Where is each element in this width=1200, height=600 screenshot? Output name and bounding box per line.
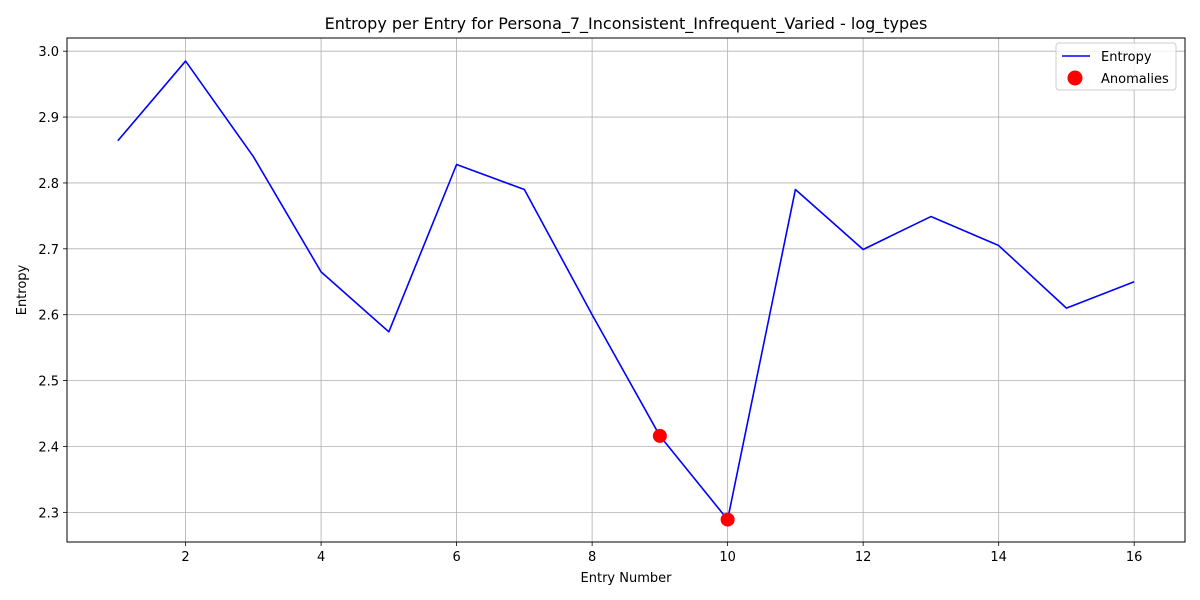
axis-ticks: 2 4 6 8 10 12 14 16 2.3 2.4 2.5 2.6 2.7 2.8 2.9 3.0 <box>38 45 1142 565</box>
y-tick-label: 3.0 <box>38 45 59 60</box>
x-tick-label: 14 <box>990 550 1007 565</box>
legend-marker-swatch <box>1067 70 1083 86</box>
legend-label-anomalies: Anomalies <box>1101 72 1169 87</box>
x-tick-label: 10 <box>719 550 736 565</box>
anomaly-point <box>720 512 735 527</box>
x-tick-label: 16 <box>1126 550 1143 565</box>
entropy-series-line <box>117 60 1135 521</box>
x-tick-label: 4 <box>317 550 325 565</box>
y-tick-label: 2.4 <box>38 440 59 455</box>
x-tick-label: 8 <box>588 550 596 565</box>
legend-label-entropy: Entropy <box>1101 50 1152 65</box>
grid <box>67 38 1185 542</box>
x-axis-label: Entry Number <box>581 571 673 586</box>
y-tick-label: 2.9 <box>38 111 59 126</box>
x-tick-label: 6 <box>452 550 460 565</box>
legend-box <box>1055 42 1177 91</box>
y-tick-label: 2.5 <box>38 375 59 390</box>
anomaly-point <box>652 428 667 443</box>
x-tick-label: 12 <box>855 550 872 565</box>
plot-series <box>117 60 1135 527</box>
chart-title: Entropy per Entry for Persona_7_Inconsis… <box>325 14 928 34</box>
y-tick-label: 2.8 <box>38 177 59 192</box>
y-tick-label: 2.6 <box>38 309 59 324</box>
legend: Entropy Anomalies <box>1055 42 1177 91</box>
plot-frame <box>66 37 1186 543</box>
y-tick-label: 2.7 <box>38 243 59 258</box>
y-tick-label: 2.3 <box>38 506 59 521</box>
x-tick-label: 2 <box>181 550 189 565</box>
y-axis-label: Entropy <box>15 264 30 315</box>
